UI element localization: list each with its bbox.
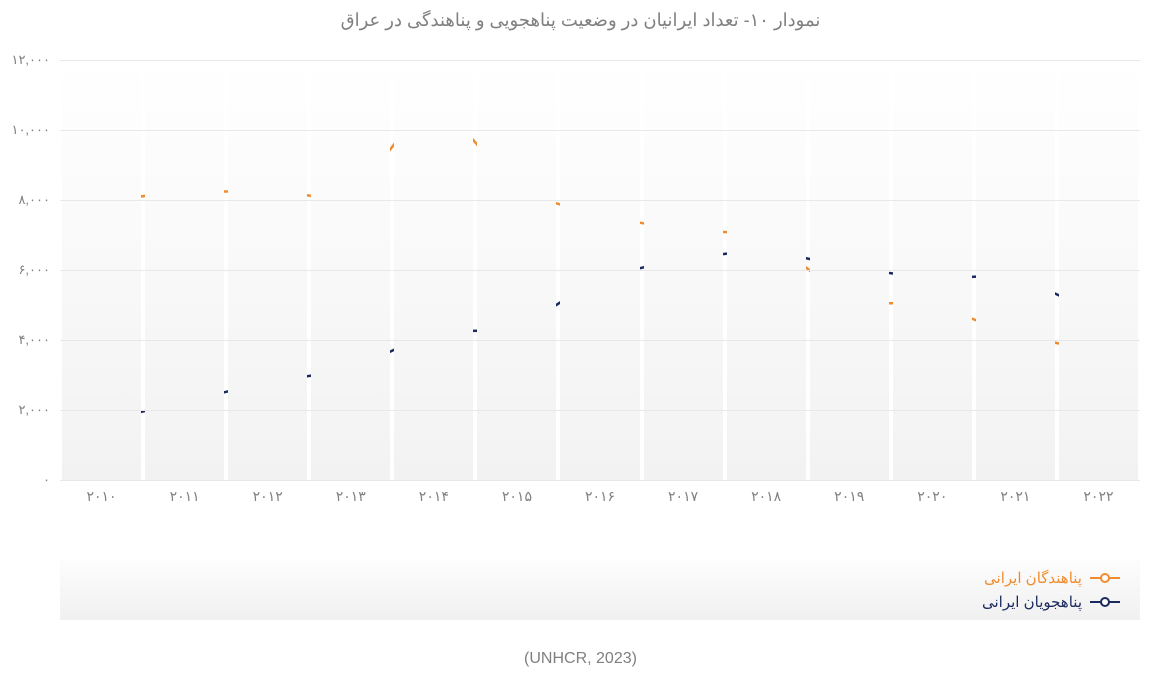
y-tick-label: ۰	[43, 472, 50, 488]
legend-marker-asylum	[1090, 601, 1120, 603]
x-tick-label: ۲۰۱۴	[419, 488, 449, 505]
x-tick-label: ۲۰۲۰	[917, 488, 947, 505]
legend-dot-icon	[1100, 573, 1110, 583]
y-tick-label: ۶,۰۰۰	[18, 262, 50, 278]
x-tick-label: ۲۰۱۲	[253, 488, 283, 505]
x-tick-label: ۲۰۱۶	[585, 488, 615, 505]
x-tick-label: ۲۰۲۱	[1000, 488, 1030, 505]
gridline	[60, 480, 1140, 481]
y-tick-label: ۴,۰۰۰	[18, 332, 50, 348]
gridline	[60, 340, 1140, 341]
legend-item-refugees: پناهندگان ایرانی	[80, 566, 1120, 590]
chart-title: نمودار ۱۰- تعداد ایرانیان در وضعیت پناهج…	[0, 0, 1161, 31]
x-tick-label: ۲۰۲۲	[1083, 488, 1113, 505]
legend: پناهندگان ایرانی پناهجویان ایرانی	[60, 560, 1140, 620]
y-tick-label: ۱۰,۰۰۰	[11, 122, 50, 138]
y-tick-label: ۱۲,۰۰۰	[11, 52, 50, 68]
legend-label: پناهجویان ایرانی	[982, 593, 1082, 611]
x-tick-label: ۲۰۱۰	[86, 488, 116, 505]
gridline	[60, 270, 1140, 271]
gridline	[60, 410, 1140, 411]
chart-source: (UNHCR, 2023)	[0, 650, 1161, 668]
x-tick-label: ۲۰۱۹	[834, 488, 864, 505]
x-tick-label: ۲۰۱۷	[668, 488, 698, 505]
x-tick-label: ۲۰۱۸	[751, 488, 781, 505]
x-tick-label: ۲۰۱۵	[502, 488, 532, 505]
legend-item-asylum: پناهجویان ایرانی	[80, 590, 1120, 614]
y-tick-label: ۲,۰۰۰	[18, 402, 50, 418]
legend-marker-refugees	[1090, 577, 1120, 579]
legend-dot-icon	[1100, 597, 1110, 607]
x-tick-label: ۲۰۱۳	[336, 488, 366, 505]
y-tick-label: ۸,۰۰۰	[18, 192, 50, 208]
plot-area: ۷,۹۸۹۸,۲۲۹۸,۲۵۹۷,۹۹۲۱۱,۰۵۳۸,۲۳۱۷,۵۴۵۷,۱۴…	[60, 60, 1140, 480]
gridline	[60, 130, 1140, 131]
gridline	[60, 60, 1140, 61]
x-tick-label: ۲۰۱۱	[170, 488, 200, 505]
legend-label: پناهندگان ایرانی	[984, 569, 1082, 587]
gridline	[60, 200, 1140, 201]
chart-container: ۷,۹۸۹۸,۲۲۹۸,۲۵۹۷,۹۹۲۱۱,۰۵۳۸,۲۳۱۷,۵۴۵۷,۱۴…	[60, 60, 1140, 510]
